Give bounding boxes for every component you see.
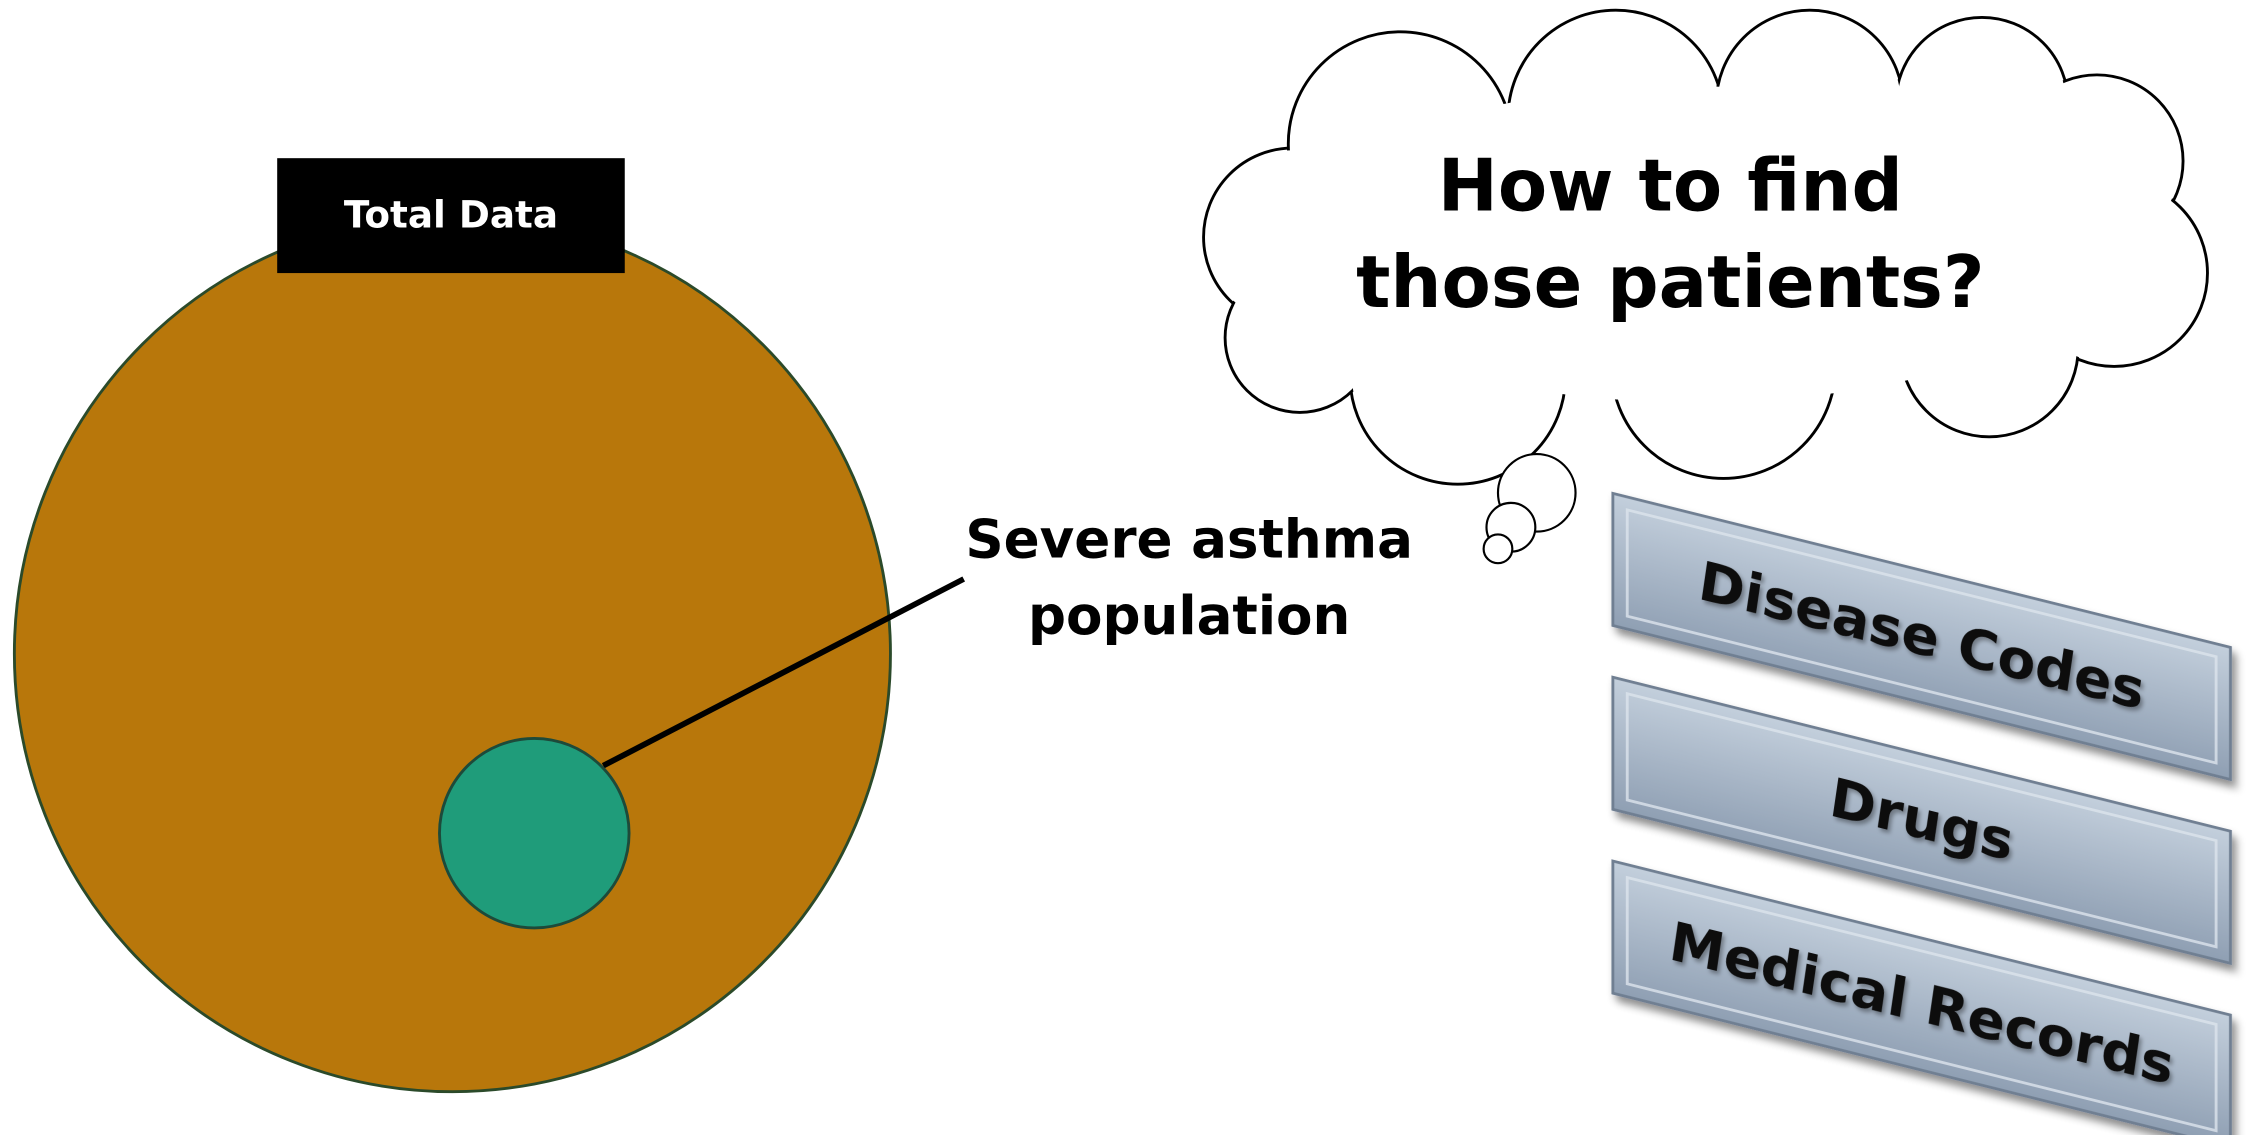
total-label: Total Data: [344, 193, 558, 237]
method-bar-shape: [1611, 491, 2232, 782]
method-bar: Drugs: [1611, 675, 2232, 966]
method-bar-shape: [1611, 859, 2232, 1135]
pointer-line: [601, 576, 966, 769]
method-bar-bevel: [1625, 875, 2218, 1133]
method-bar: Disease Codes: [1611, 491, 2232, 782]
total-label-box: [277, 158, 625, 274]
thought-cloud: [1202, 8, 2209, 565]
subset-label-line: population: [1028, 585, 1350, 647]
cloud-core: [1278, 86, 2112, 403]
method-bar-bevel: [1625, 691, 2218, 949]
method-bar-bevel: [1625, 508, 2218, 765]
subset-label-line: Severe asthma: [965, 509, 1413, 571]
method-bar-shape: [1611, 675, 2232, 966]
question-line: those patients?: [1356, 240, 1984, 324]
subset-circle: [438, 736, 631, 930]
question-line: How to find: [1438, 144, 1903, 228]
total-circle: [12, 214, 892, 1094]
